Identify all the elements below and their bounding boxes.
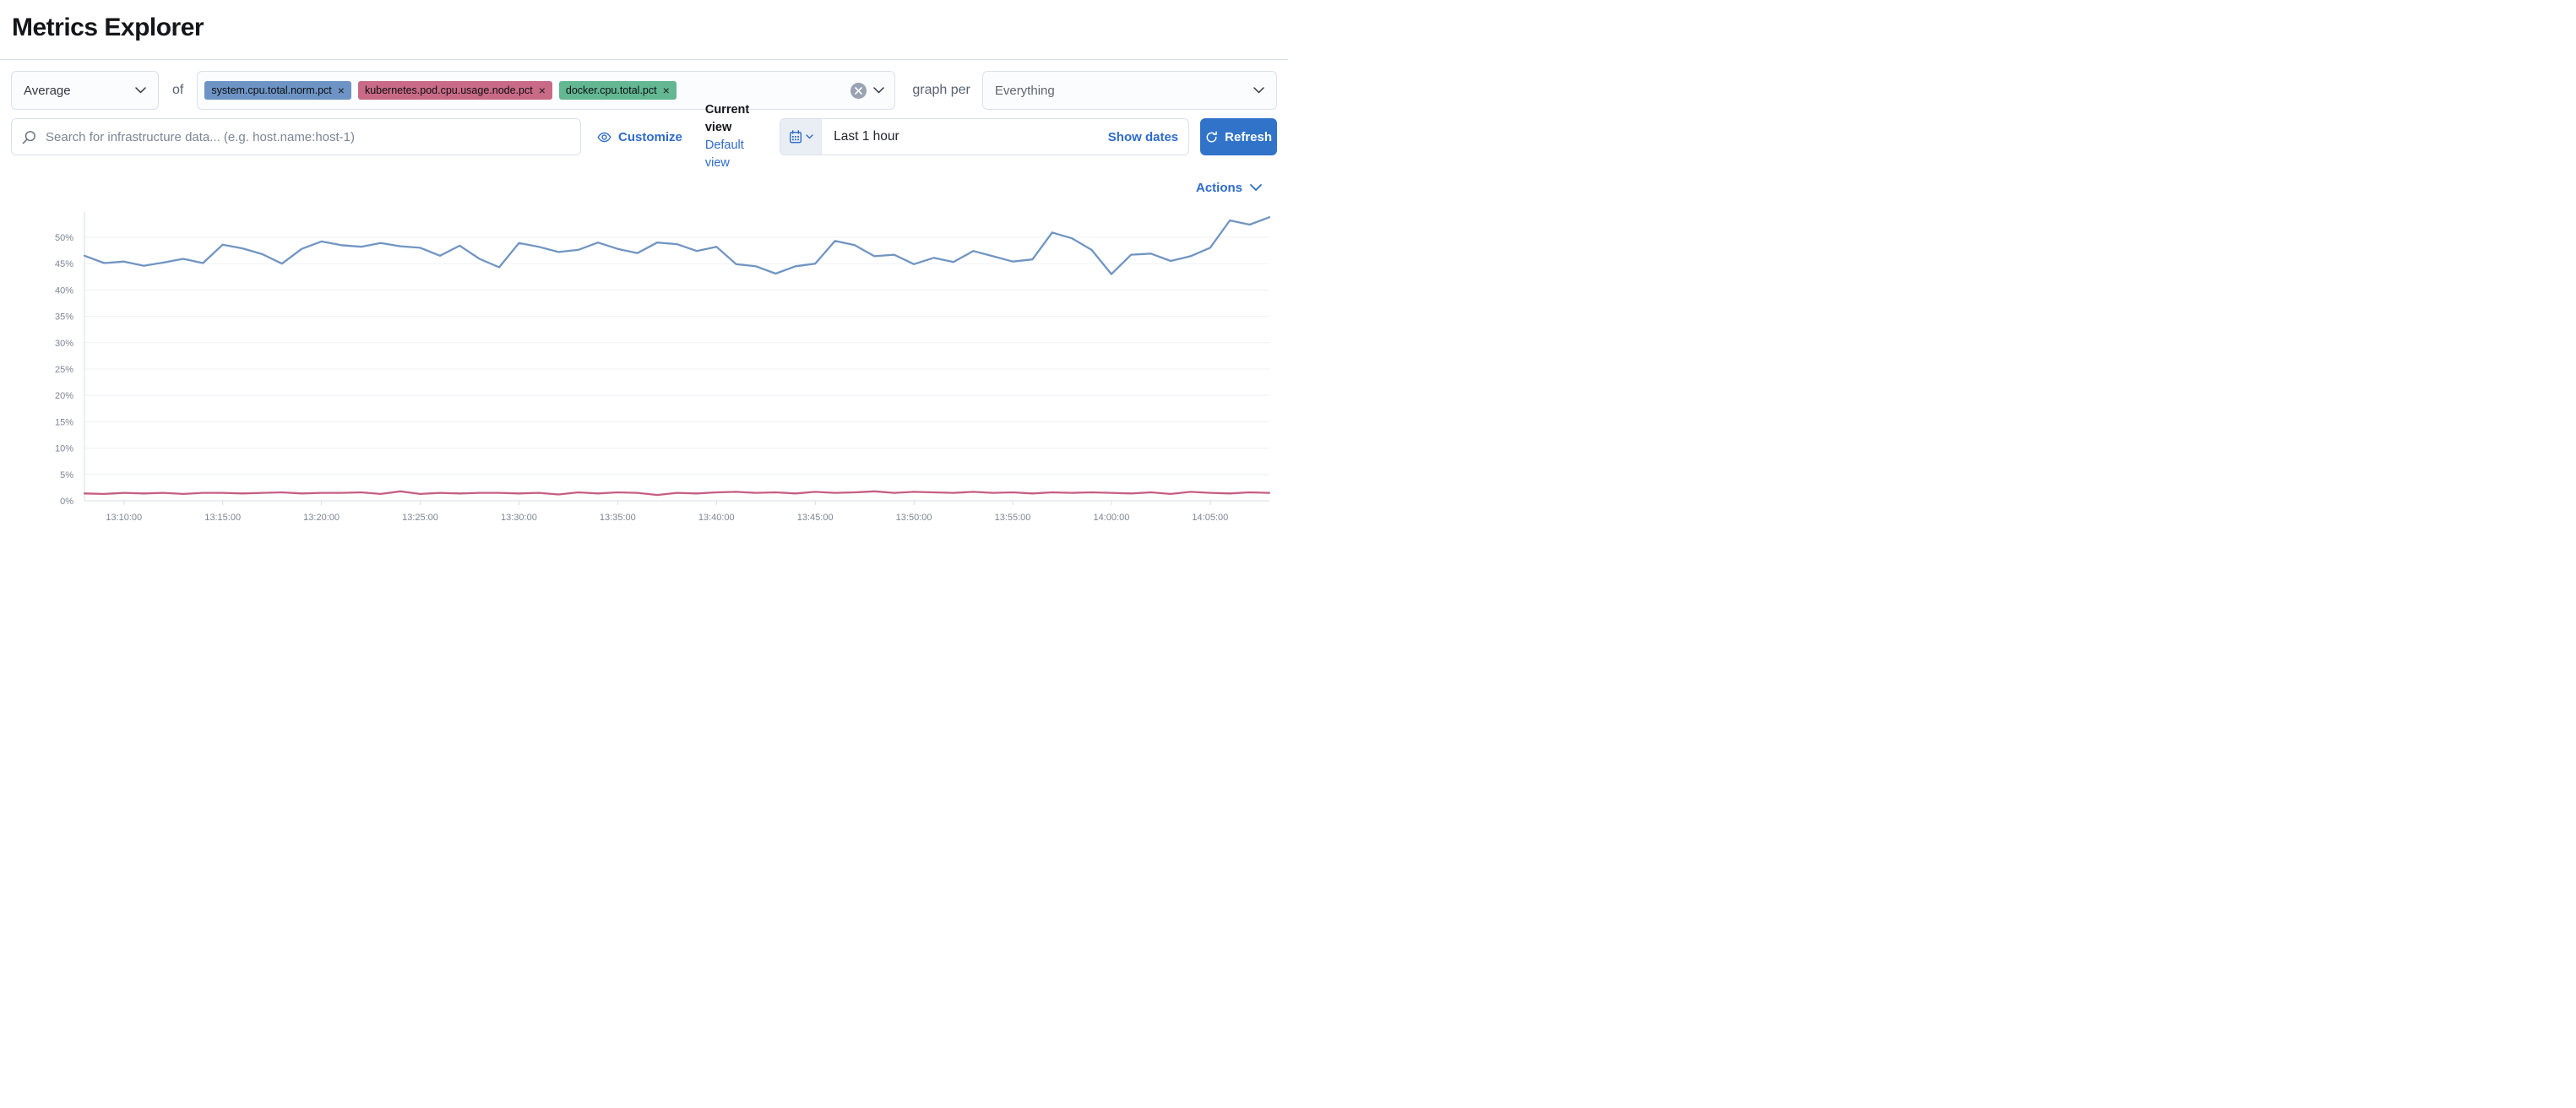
default-view-link[interactable]: Default view <box>704 138 744 171</box>
search-icon <box>22 130 35 144</box>
graph-per-label: graph per <box>912 83 970 97</box>
svg-text:13:50:00: 13:50:00 <box>896 513 932 523</box>
header-divider <box>0 59 1288 60</box>
remove-metric-icon[interactable]: × <box>662 84 670 97</box>
svg-text:40%: 40% <box>55 285 73 296</box>
chevron-down-icon <box>1250 184 1262 192</box>
of-label: of <box>172 83 184 97</box>
aggregation-select[interactable]: Average <box>11 71 159 110</box>
current-view-label: Current view <box>704 102 750 134</box>
svg-text:35%: 35% <box>55 312 73 323</box>
chevron-down-icon <box>1253 87 1264 94</box>
customize-button[interactable]: Customize <box>597 130 682 144</box>
metric-tag-label: system.cpu.total.norm.pct <box>211 84 332 96</box>
group-by-value: Everything <box>994 83 1055 98</box>
search-box <box>11 118 581 155</box>
calendar-icon <box>789 130 802 144</box>
time-range-picker: Last 1 hour Show dates <box>780 118 1190 155</box>
clear-all-icon[interactable] <box>851 82 867 99</box>
svg-text:13:20:00: 13:20:00 <box>303 513 340 523</box>
svg-text:13:55:00: 13:55:00 <box>995 513 1031 523</box>
refresh-button[interactable]: Refresh <box>1200 118 1277 155</box>
view-picker: Current view Default view <box>705 101 767 172</box>
svg-text:13:35:00: 13:35:00 <box>600 513 636 523</box>
metric-tag: system.cpu.total.norm.pct × <box>204 81 351 100</box>
group-by-select[interactable]: Everything <box>981 71 1277 110</box>
metric-controls-row: Average of system.cpu.total.norm.pct × k… <box>11 71 1277 110</box>
chevron-down-icon <box>805 134 813 139</box>
svg-text:13:45:00: 13:45:00 <box>797 513 834 523</box>
svg-text:15%: 15% <box>55 417 73 427</box>
svg-text:30%: 30% <box>55 339 73 349</box>
svg-text:20%: 20% <box>55 391 73 401</box>
search-time-row: Customize Current view Default view Last… <box>11 103 1277 170</box>
svg-text:10%: 10% <box>55 444 73 454</box>
svg-text:25%: 25% <box>55 365 73 375</box>
search-input[interactable] <box>44 128 570 145</box>
svg-text:50%: 50% <box>55 233 73 243</box>
svg-text:13:30:00: 13:30:00 <box>501 513 537 523</box>
time-range-value[interactable]: Last 1 hour <box>834 129 899 144</box>
chevron-down-icon[interactable] <box>873 87 885 94</box>
metric-tag: kubernetes.pod.cpu.usage.node.pct × <box>357 81 552 100</box>
svg-text:13:10:00: 13:10:00 <box>106 513 142 523</box>
aggregation-value: Average <box>24 83 71 98</box>
eye-icon <box>597 132 611 142</box>
customize-label: Customize <box>618 129 682 144</box>
actions-label: Actions <box>1195 181 1242 195</box>
svg-text:0%: 0% <box>60 497 73 507</box>
svg-text:14:00:00: 14:00:00 <box>1094 513 1130 523</box>
show-dates-button[interactable]: Show dates <box>1107 129 1179 144</box>
svg-text:45%: 45% <box>55 259 73 269</box>
refresh-label: Refresh <box>1225 129 1272 144</box>
svg-text:13:40:00: 13:40:00 <box>698 513 735 523</box>
metrics-line-chart: 0% 5% 10% 15% 20% 25% 30% 35% 40% 45% 50% 13:10:00 1… <box>55 212 1271 523</box>
metric-tag-label: docker.cpu.total.pct <box>565 84 657 96</box>
actions-row: Actions <box>11 181 1277 195</box>
quick-select-button[interactable] <box>780 119 823 155</box>
metric-tag: docker.cpu.total.pct × <box>558 81 677 100</box>
metrics-chart-container: 0% 5% 10% 15% 20% 25% 30% 35% 40% 45% 50% 13:10:00 1… <box>11 204 1277 544</box>
metrics-combobox[interactable]: system.cpu.total.norm.pct × kubernetes.p… <box>197 71 896 110</box>
actions-menu-button[interactable]: Actions <box>1196 181 1262 195</box>
page-title: Metrics Explorer <box>12 14 204 41</box>
svg-text:5%: 5% <box>60 470 73 481</box>
svg-text:14:05:00: 14:05:00 <box>1192 513 1228 523</box>
svg-text:13:25:00: 13:25:00 <box>402 513 438 523</box>
metrics-explorer-page: Metrics Explorer Average of system.cpu.t… <box>0 14 1288 544</box>
refresh-icon <box>1206 130 1217 142</box>
svg-text:13:15:00: 13:15:00 <box>204 513 241 523</box>
metric-tag-label: kubernetes.pod.cpu.usage.node.pct <box>364 84 533 96</box>
remove-metric-icon[interactable]: × <box>337 84 345 97</box>
chevron-down-icon <box>135 87 146 94</box>
remove-metric-icon[interactable]: × <box>538 84 546 97</box>
